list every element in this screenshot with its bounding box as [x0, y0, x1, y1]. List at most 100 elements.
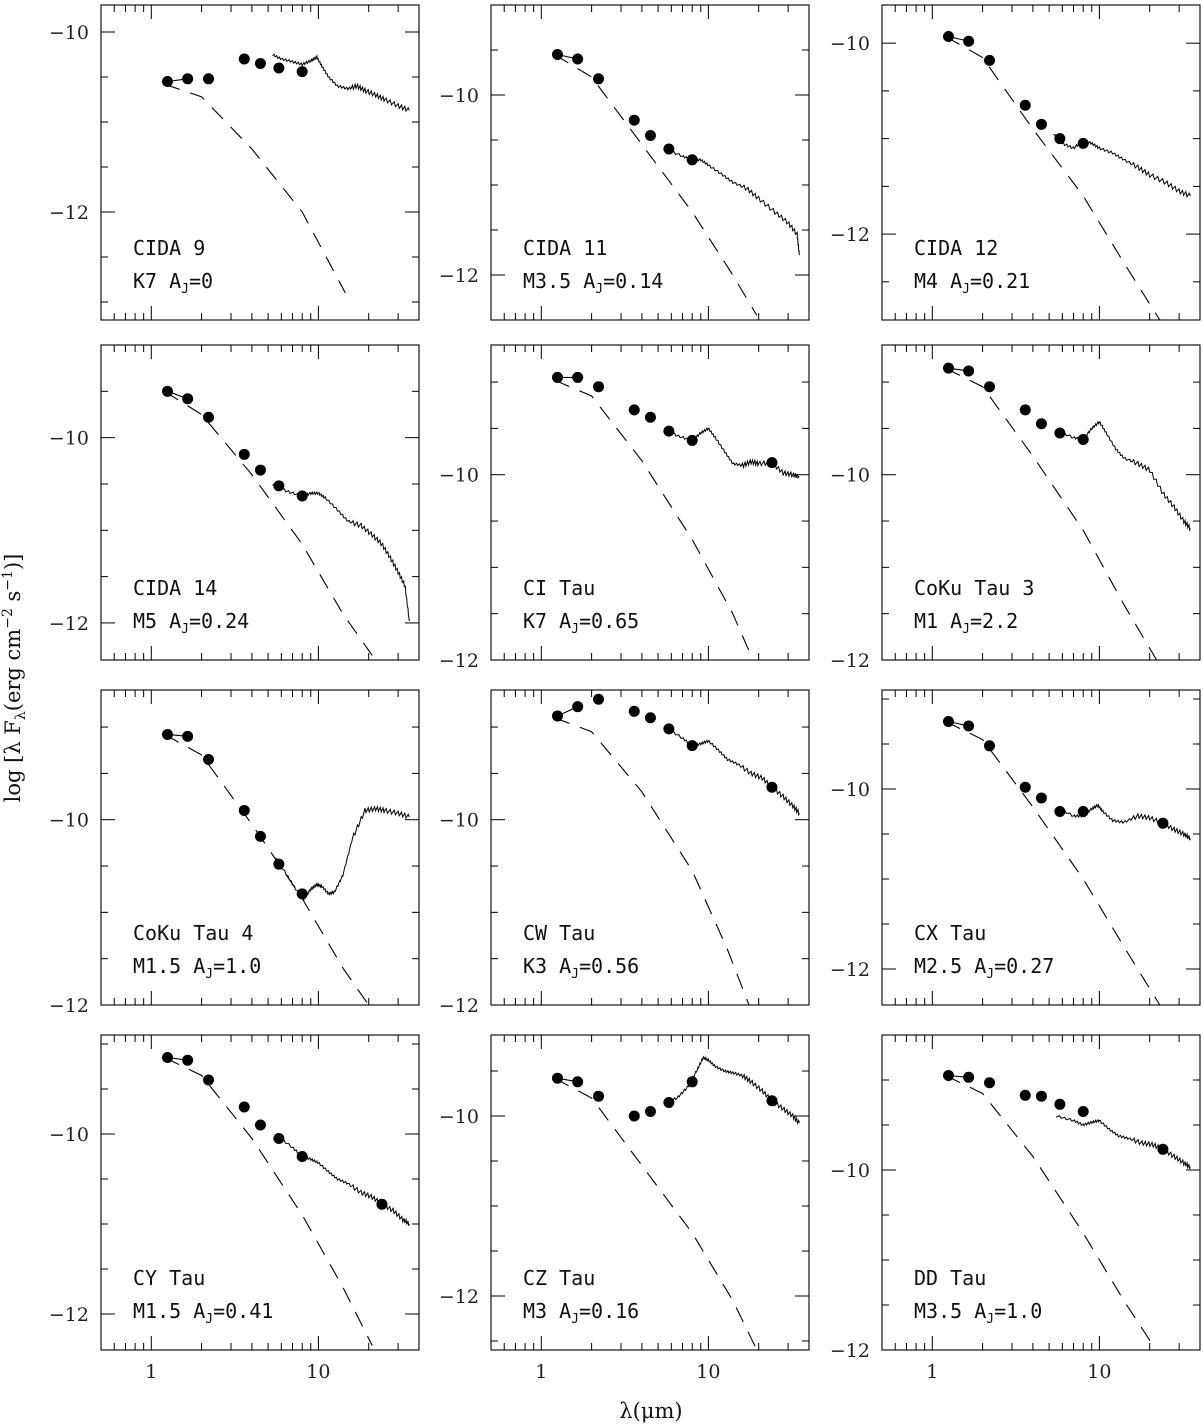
- y-tick-label: −12: [49, 995, 89, 1017]
- photosphere-line: [164, 83, 346, 294]
- photometry-point: [644, 411, 656, 423]
- photometry-point: [1035, 118, 1047, 130]
- photometry-point: [1035, 418, 1047, 430]
- photometry-point: [628, 705, 640, 717]
- photometry-point: [161, 385, 173, 397]
- photometry-point: [572, 371, 584, 383]
- panel-coku-tau-4: −12 −10 CoKu Tau 4 M1.5 AJ=1.0: [49, 689, 420, 1017]
- photometry-point: [203, 73, 215, 85]
- photometry-point: [161, 76, 173, 87]
- panel-dd-tau: −12 −10 1 10 DD Tau M3.5 AJ=1.0: [830, 1034, 1201, 1383]
- photometry-point: [238, 448, 250, 460]
- photosphere-line: [554, 54, 758, 316]
- panel-frame: [100, 689, 420, 1006]
- x-tick-label: 1: [535, 1361, 547, 1383]
- photosphere-line: [945, 367, 1158, 661]
- photometry-point: [273, 480, 285, 492]
- panel-spectral-info: M3.5 AJ=0.14: [523, 269, 663, 297]
- photometry-point: [1019, 404, 1031, 416]
- panel-frame: [100, 4, 420, 321]
- photometry-point: [686, 154, 698, 166]
- y-tick-label: −10: [49, 810, 89, 832]
- irs-spectrum: [272, 483, 410, 622]
- photometry-point: [572, 701, 584, 713]
- photometry-point: [984, 1077, 996, 1089]
- photometry-point: [593, 381, 605, 393]
- photosphere-line: [945, 36, 1161, 321]
- photometry-point: [644, 1106, 656, 1117]
- photometry-point: [296, 888, 308, 900]
- photometry-point: [254, 58, 266, 69]
- irs-spectrum: [664, 426, 800, 479]
- photometry-point: [551, 710, 563, 722]
- panel-name: CI Tau: [523, 576, 595, 600]
- panel-coku-tau-3: −12 −10 CoKu Tau 3 M1 AJ=2.2: [830, 344, 1201, 672]
- panel-frame: [490, 689, 810, 1006]
- photometry-point: [238, 53, 250, 65]
- y-tick-label: −12: [830, 224, 870, 246]
- photometry-point: [254, 830, 266, 842]
- photosphere-line: [554, 717, 750, 1006]
- panel-spectral-info: M1.5 AJ=1.0: [133, 954, 261, 982]
- photometry-point: [593, 693, 605, 705]
- panel-spectral-info: M3 AJ=0.16: [523, 1299, 639, 1327]
- photometry-point: [1054, 1098, 1066, 1110]
- irs-spectrum: [1055, 803, 1191, 841]
- photometry-point: [766, 1095, 778, 1107]
- photometry-point: [551, 371, 563, 383]
- panel-cida-11: −12 −10 CIDA 11 M3.5 AJ=0.14: [439, 4, 810, 321]
- panel-frame: [490, 344, 810, 661]
- photosphere-line: [164, 1057, 373, 1346]
- x-axis-title: λ(μm): [619, 1399, 682, 1423]
- panel-spectral-info: M3.5 AJ=1.0: [914, 1299, 1042, 1327]
- panel-name: CoKu Tau 4: [133, 921, 253, 945]
- panel-name: CIDA 11: [523, 236, 607, 260]
- photometry-point: [1077, 806, 1089, 817]
- irs-spectrum: [664, 1055, 800, 1126]
- panel-grid: −12 −10 CIDA 9 K7 AJ=0 −12 −10 CIDA 11 M3.5 AJ=…: [49, 4, 1201, 1383]
- panel-name: DD Tau: [914, 1266, 986, 1290]
- panel-frame: [881, 689, 1201, 1006]
- photometry-point: [628, 404, 640, 416]
- x-tick-label: 10: [1087, 1361, 1111, 1383]
- photometry-point: [273, 62, 285, 74]
- photometry-point: [273, 1133, 285, 1144]
- panel-name: CIDA 9: [133, 236, 205, 260]
- photometry-point: [376, 1198, 388, 1210]
- y-tick-label: −10: [49, 1124, 89, 1146]
- photosphere-line: [554, 1077, 758, 1351]
- panel-frame: [881, 4, 1201, 321]
- panel-name: CZ Tau: [523, 1266, 595, 1290]
- panel-name: CoKu Tau 3: [914, 576, 1034, 600]
- photometry-point: [1157, 1143, 1169, 1155]
- photometry-point: [628, 114, 640, 126]
- panel-spectral-info: M1 AJ=2.2: [914, 609, 1018, 637]
- photometry-point: [1035, 1090, 1047, 1102]
- photometry-point: [182, 1054, 194, 1066]
- y-tick-label: −12: [439, 650, 479, 672]
- panel-cw-tau: −12 −10 CW Tau K3 AJ=0.56: [439, 689, 810, 1017]
- y-tick-label: −10: [830, 779, 870, 801]
- panel-cida-9: −12 −10 CIDA 9 K7 AJ=0: [49, 4, 420, 321]
- panel-frame: [100, 344, 420, 661]
- photometry-point: [254, 464, 266, 476]
- photometry-point: [238, 1101, 250, 1113]
- photometry-point: [942, 1070, 954, 1081]
- photometry-point: [942, 362, 954, 374]
- y-tick-label: −12: [830, 1340, 870, 1362]
- photometry-point: [766, 457, 778, 469]
- photometry-point: [572, 53, 584, 65]
- panel-cx-tau: −12 −10 CX Tau M2.5 AJ=0.27: [830, 689, 1201, 1006]
- panel-spectral-info: K7 AJ=0.65: [523, 609, 639, 637]
- photometry-point: [984, 54, 996, 66]
- y-tick-label: −10: [830, 1160, 870, 1182]
- y-tick-label: −12: [49, 202, 89, 224]
- y-tick-label: −10: [439, 1106, 479, 1128]
- photometry-point: [1077, 1106, 1089, 1117]
- photometry-point: [1054, 427, 1066, 439]
- y-tick-label: −12: [439, 1286, 479, 1308]
- photometry-point: [628, 1110, 640, 1122]
- photometry-point: [203, 411, 215, 423]
- photometry-point: [1035, 792, 1047, 804]
- irs-spectrum: [274, 805, 410, 902]
